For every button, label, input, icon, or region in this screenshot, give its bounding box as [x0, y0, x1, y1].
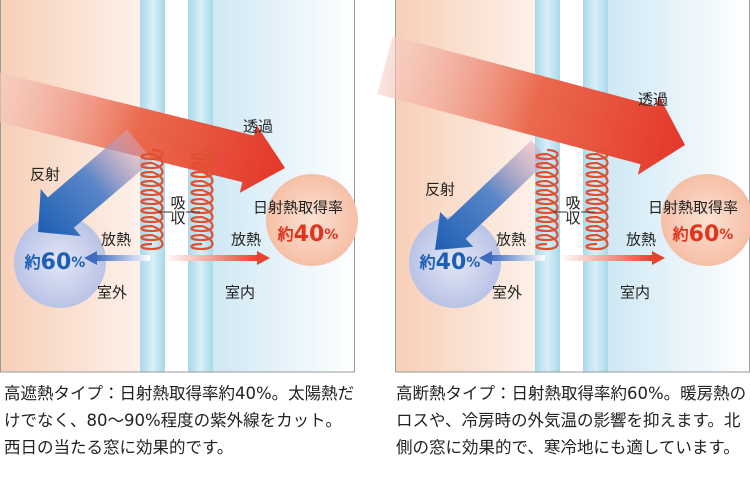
gain-circle	[661, 174, 750, 266]
indoor-label: 室内	[225, 284, 255, 302]
transmit-label: 透過	[243, 118, 273, 136]
release-in-head	[257, 251, 270, 265]
release-out-head	[84, 251, 97, 265]
caption: 高断熱タイプ：日射熱取得率約60%。暖房熱のロスや、冷房時の外気温の影響を抑えま…	[396, 384, 747, 457]
reflect-circle	[409, 216, 501, 308]
release-in-label: 放熱	[626, 231, 656, 249]
release-out-arrow	[490, 255, 545, 261]
transmit-label: 透過	[638, 91, 668, 109]
release-in-head	[652, 251, 665, 265]
release-in-label: 放熱	[231, 231, 261, 249]
prefix: 約	[24, 253, 41, 272]
transmit-arrow	[377, 36, 685, 175]
release-in-arrow	[560, 255, 652, 261]
air-gap	[560, 0, 583, 372]
reflect-label: 反射	[425, 181, 455, 199]
gain-label: 日射熱取得率	[648, 199, 738, 217]
release-out-label: 放熱	[101, 231, 131, 249]
caption: 高遮熱タイプ：日射熱取得率約40%。太陽熱だけでなく、80〜90%程度の紫外線を…	[4, 384, 355, 457]
number: 60	[689, 222, 720, 247]
reflect-label: 反射	[30, 166, 60, 184]
gain-label: 日射熱取得率	[253, 199, 343, 217]
release-out-arrow	[95, 255, 150, 261]
heat-coil	[190, 148, 214, 251]
unit: %	[719, 227, 733, 243]
release-out-label: 放熱	[496, 231, 526, 249]
reflect-arrow	[434, 140, 549, 250]
number: 60	[41, 250, 72, 275]
number: 40	[294, 222, 325, 247]
air-gap	[165, 0, 188, 372]
prefix: 約	[419, 253, 436, 272]
transmit-arrow	[0, 71, 286, 193]
unit: %	[324, 227, 338, 243]
absorb-label: 吸収	[169, 195, 187, 225]
reflect-arrow	[38, 129, 153, 237]
unit: %	[466, 255, 480, 271]
outdoor-label: 室外	[97, 284, 127, 302]
reflect-value: 約60%	[24, 250, 86, 275]
number: 40	[436, 250, 467, 275]
gain-value: 約60%	[672, 222, 734, 247]
gain-value: 約40%	[277, 222, 339, 247]
absorb-label: 吸収	[564, 195, 582, 225]
panel-border	[0, 0, 355, 373]
heat-coil	[585, 148, 609, 251]
prefix: 約	[277, 225, 294, 244]
heat-coil	[140, 148, 164, 251]
reflect-value: 約40%	[419, 250, 481, 275]
release-out-head	[479, 251, 492, 265]
prefix: 約	[672, 225, 689, 244]
reflect-circle	[14, 216, 106, 308]
gain-circle	[266, 174, 358, 266]
heat-coil	[535, 148, 559, 251]
indoor-label: 室内	[620, 284, 650, 302]
release-in-arrow	[165, 255, 257, 261]
unit: %	[71, 255, 85, 271]
outdoor-label: 室外	[492, 284, 522, 302]
